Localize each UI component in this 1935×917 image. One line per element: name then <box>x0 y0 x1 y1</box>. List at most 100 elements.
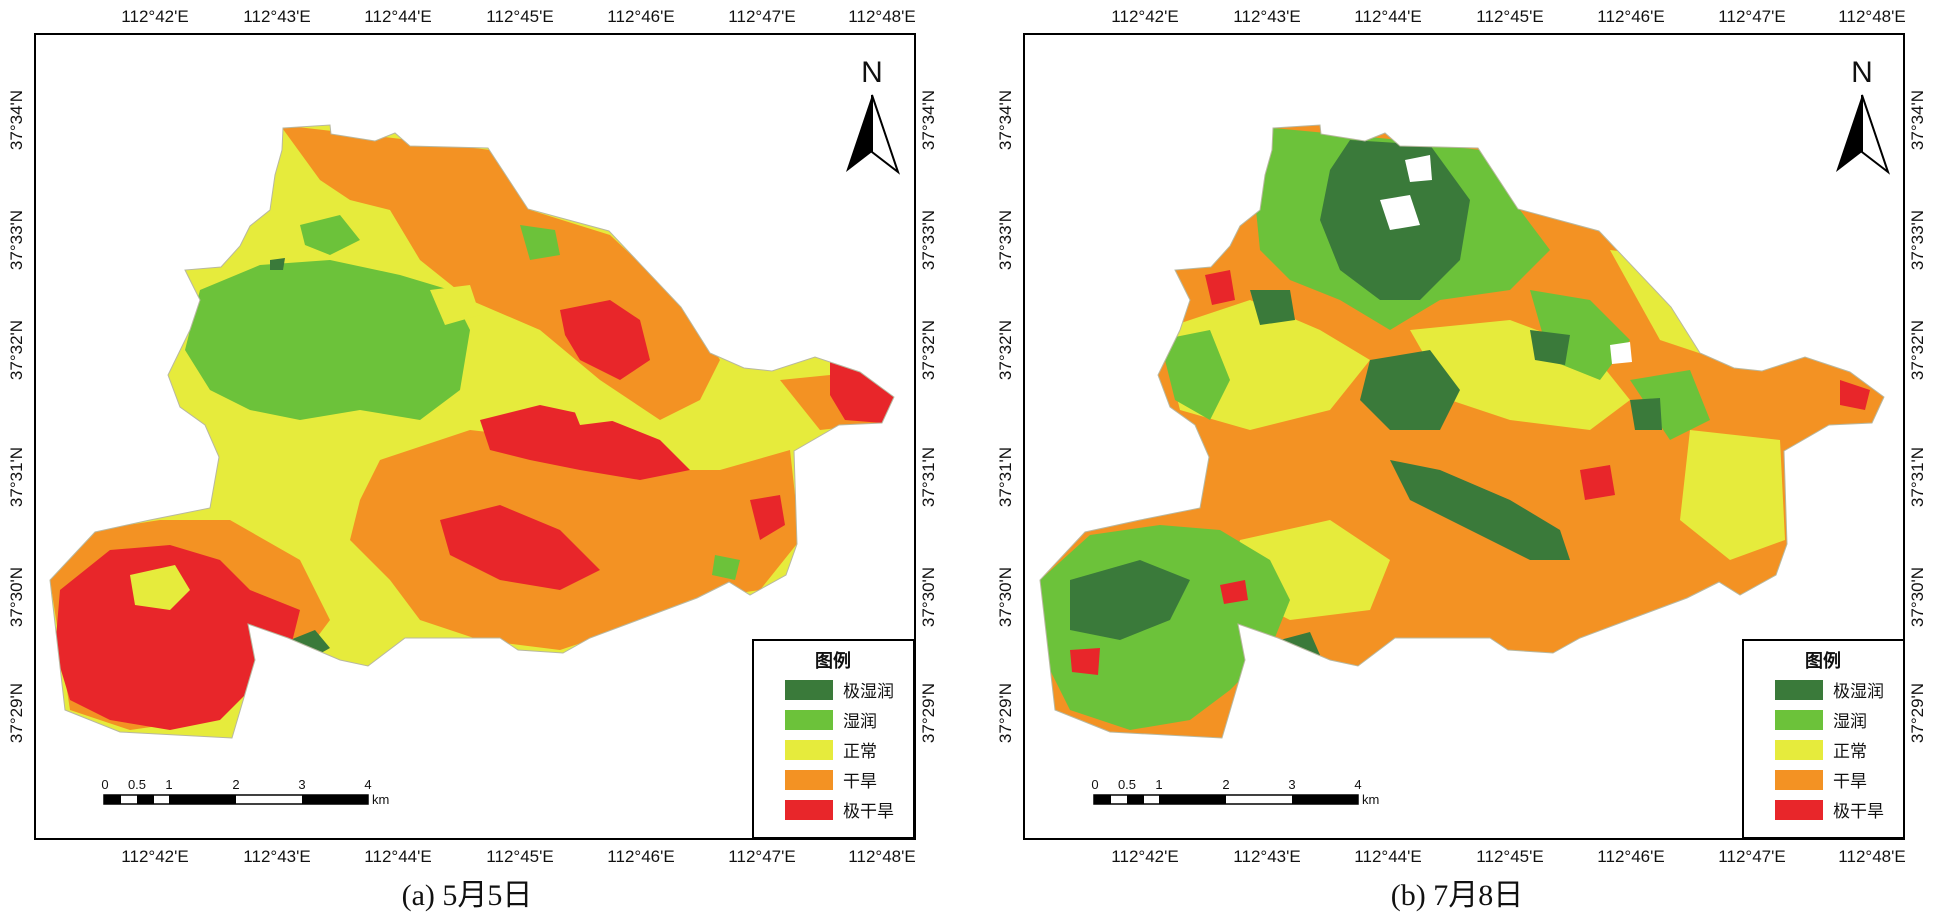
lon-label: 112°45'E <box>1476 7 1543 26</box>
lon-label: 112°42'E <box>121 7 188 26</box>
legend-label: 极湿润 <box>843 682 894 701</box>
legend-title: 图例 <box>1805 650 1841 671</box>
legend-swatch-extreme-drought <box>1775 800 1823 820</box>
normal-zone <box>430 285 480 325</box>
lon-label: 112°42'E <box>1111 7 1178 26</box>
legend: 图例 极湿润 湿润 正常 干旱 极干旱 <box>752 639 915 839</box>
legend-label: 正常 <box>843 742 877 761</box>
lat-label: 37°31'N <box>996 447 1015 507</box>
panel-caption: (b) 7月8日 <box>1391 879 1523 912</box>
lon-label: 112°43'E <box>1233 847 1300 866</box>
extremely-wet-zone <box>270 258 285 270</box>
extreme-drought-zone <box>560 300 650 380</box>
legend-label: 正常 <box>1833 742 1867 761</box>
legend-label: 湿润 <box>1833 712 1867 731</box>
lat-label: 37°34'N <box>919 90 938 150</box>
lat-label: 37°31'N <box>1908 447 1927 507</box>
right-latitude-labels: 37°34'N 37°33'N 37°32'N 37°31'N 37°30'N … <box>919 90 938 743</box>
scale-tick: 4 <box>1354 777 1361 792</box>
lat-label: 37°34'N <box>1908 90 1927 150</box>
north-label: N <box>1851 56 1873 89</box>
legend: 图例 极湿润 湿润 正常 干旱 极干旱 <box>1742 639 1905 839</box>
lon-label: 112°48'E <box>1838 7 1905 26</box>
lon-label: 112°43'E <box>243 7 310 26</box>
legend-swatch-normal <box>785 740 833 760</box>
lat-label: 37°32'N <box>1908 320 1927 380</box>
lon-label: 112°45'E <box>1476 847 1543 866</box>
legend-title: 图例 <box>815 650 851 671</box>
legend-swatch-wet <box>785 710 833 730</box>
top-longitude-labels: 112°42'E 112°43'E 112°44'E 112°45'E 112°… <box>1111 7 1905 26</box>
extreme-drought-zone <box>1580 465 1615 500</box>
extreme-drought-zone <box>1205 270 1235 305</box>
legend-swatch-normal <box>1775 740 1823 760</box>
scale-unit: km <box>1362 792 1379 807</box>
legend-swatch-drought <box>785 770 833 790</box>
wet-zone <box>1630 370 1710 440</box>
extreme-drought-zone <box>55 545 300 730</box>
lat-label: 37°33'N <box>996 210 1015 270</box>
lat-label: 37°33'N <box>7 210 26 270</box>
lon-label: 112°46'E <box>1597 847 1664 866</box>
lon-label: 112°47'E <box>1718 847 1785 866</box>
scale-tick: 0.5 <box>128 777 146 792</box>
legend-swatch-extreme-drought <box>785 800 833 820</box>
wet-zone <box>712 555 740 580</box>
scale-tick: 3 <box>1288 777 1295 792</box>
legend-label: 极干旱 <box>843 802 894 821</box>
lat-label: 37°34'N <box>7 90 26 150</box>
lon-label: 112°47'E <box>728 847 795 866</box>
lat-label: 37°33'N <box>1908 210 1927 270</box>
legend-swatch-extremely-wet <box>1775 680 1823 700</box>
extreme-drought-zone <box>1840 380 1870 410</box>
lat-label: 37°30'N <box>919 567 938 627</box>
north-arrow: N <box>1836 56 1891 175</box>
extreme-drought-zone <box>1220 580 1248 604</box>
extreme-drought-zone <box>750 495 785 540</box>
no-data-zone <box>1405 155 1432 182</box>
lon-label: 112°44'E <box>364 7 431 26</box>
lat-label: 37°33'N <box>919 210 938 270</box>
lat-label: 37°30'N <box>1908 567 1927 627</box>
scale-tick: 2 <box>1222 777 1229 792</box>
extremely-wet-zone <box>1360 350 1460 430</box>
scale-tick: 1 <box>165 777 172 792</box>
lon-label: 112°46'E <box>607 7 674 26</box>
north-arrow-icon <box>846 95 872 172</box>
lat-label: 37°30'N <box>7 567 26 627</box>
legend-swatch-extremely-wet <box>785 680 833 700</box>
panel-caption: (a) 5月5日 <box>402 879 533 912</box>
lat-label: 37°32'N <box>996 320 1015 380</box>
scale-tick: 4 <box>364 777 371 792</box>
legend-swatch-wet <box>1775 710 1823 730</box>
lon-label: 112°47'E <box>1718 7 1785 26</box>
lon-label: 112°43'E <box>1233 7 1300 26</box>
bottom-longitude-labels: 112°42'E 112°43'E 112°44'E 112°45'E 112°… <box>121 847 915 866</box>
lon-label: 112°44'E <box>1354 7 1421 26</box>
scale-tick: 1 <box>1155 777 1162 792</box>
top-longitude-labels: 112°42'E 112°43'E 112°44'E 112°45'E 112°… <box>121 7 915 26</box>
extremely-wet-zone <box>1070 560 1190 640</box>
scale-unit: km <box>372 792 389 807</box>
lat-label: 37°31'N <box>919 447 938 507</box>
lat-label: 37°29'N <box>996 683 1015 743</box>
scale-tick: 0 <box>101 777 108 792</box>
normal-zone <box>1680 430 1785 560</box>
scale-bar: 0 0.5 1 2 3 4 km <box>101 777 389 807</box>
legend-label: 干旱 <box>843 772 877 791</box>
normal-zone <box>570 395 620 425</box>
lon-label: 112°48'E <box>848 847 915 866</box>
legend-label: 湿润 <box>843 712 877 731</box>
region-boundary <box>1039 124 1885 739</box>
lon-label: 112°44'E <box>364 847 431 866</box>
wet-zone <box>520 225 560 260</box>
lon-label: 112°45'E <box>486 7 553 26</box>
north-arrow-icon <box>1836 95 1862 172</box>
right-latitude-labels: 37°34'N 37°33'N 37°32'N 37°31'N 37°30'N … <box>1908 90 1927 743</box>
extreme-drought-zone <box>480 405 690 480</box>
extreme-drought-zone <box>830 360 894 423</box>
legend-label: 极干旱 <box>1833 802 1884 821</box>
lon-label: 112°46'E <box>1597 7 1664 26</box>
lon-label: 112°43'E <box>243 847 310 866</box>
north-label: N <box>861 56 883 89</box>
